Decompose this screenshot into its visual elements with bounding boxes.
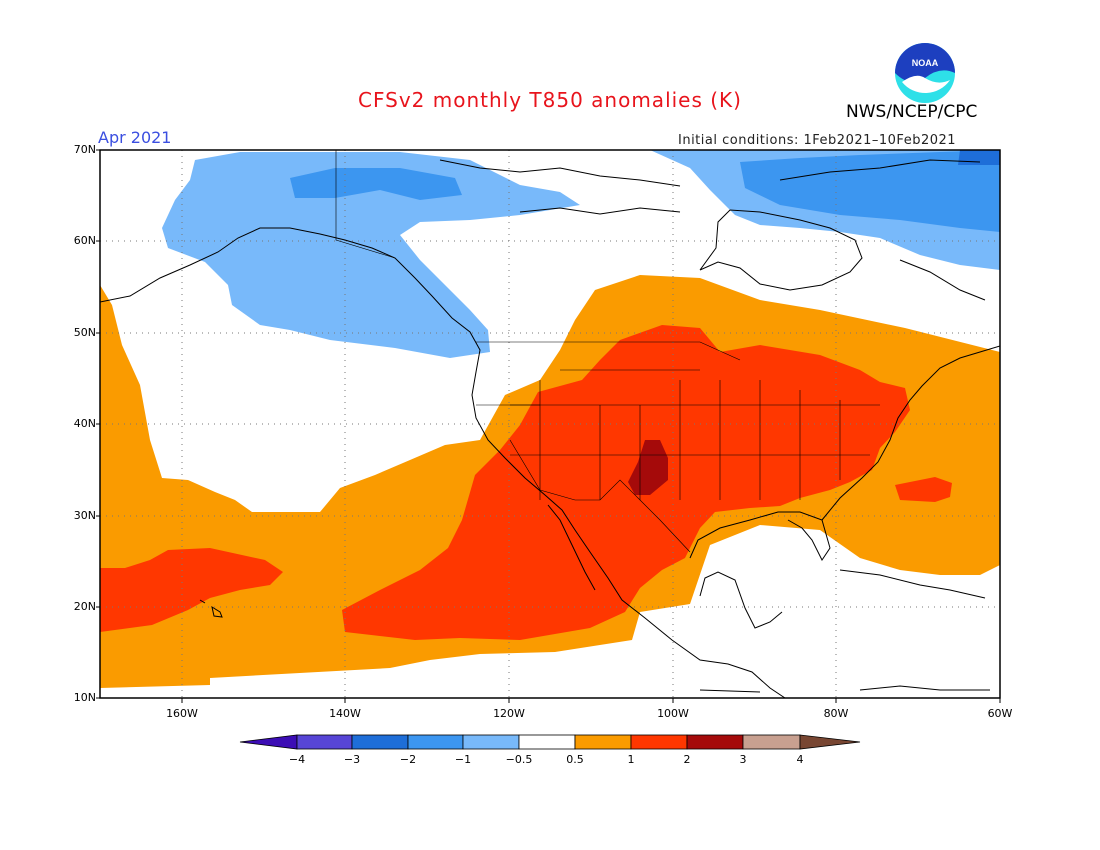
colorbar-swatch-8 <box>686 734 744 750</box>
colorbar-swatch-2 <box>351 734 409 750</box>
lat-label-20n: 20N <box>73 600 96 613</box>
anomaly-region-red-hawaii <box>100 548 283 632</box>
colorbar-swatch-above-max <box>799 734 861 750</box>
lat-label-50n: 50N <box>73 326 96 339</box>
colorbar-label-5: −0.5 <box>505 753 533 766</box>
colorbar-label-2: −3 <box>343 753 361 766</box>
noaa-logo-text: NOAA <box>912 58 939 68</box>
lon-label-100w: 100W <box>657 707 689 720</box>
colorbar-label-1: −4 <box>288 753 306 766</box>
colorbar-label-3: −2 <box>399 753 417 766</box>
colorbar-swatch-1 <box>296 734 353 750</box>
colorbar-swatch-5 <box>518 734 576 750</box>
colorbar-label-9: 3 <box>739 753 747 766</box>
colorbar-label-10: 4 <box>796 753 804 766</box>
colorbar-swatch-below-min <box>239 734 298 750</box>
lon-label-160w: 160W <box>166 707 198 720</box>
anomaly-region-darkred-plains <box>628 440 668 495</box>
colorbar-swatch-7 <box>630 734 688 750</box>
colorbar-label-8: 2 <box>683 753 691 766</box>
colorbar-label-7: 1 <box>627 753 635 766</box>
agency-label: NWS/NCEP/CPC <box>846 102 978 122</box>
map-title: CFSv2 monthly T850 anomalies (K) <box>358 88 742 112</box>
colorbar-label-4: −1 <box>454 753 472 766</box>
lon-label-140w: 140W <box>329 707 361 720</box>
colorbar-label-6: 0.5 <box>566 753 584 766</box>
colorbar <box>239 734 861 750</box>
anomaly-region-darkblue-greenland <box>958 150 1000 165</box>
initial-conditions: Initial conditions: 1Feb2021–10Feb2021 <box>678 133 956 148</box>
colorbar-swatch-3 <box>407 734 464 750</box>
anomaly-fields <box>100 150 1000 698</box>
anomaly-region-red-conus <box>342 325 910 640</box>
colorbar-swatch-6 <box>574 734 632 750</box>
graticule <box>100 150 1000 698</box>
lat-label-70n: 70N <box>73 143 96 156</box>
lon-label-80w: 80W <box>823 707 849 720</box>
initial-conditions-range: 1Feb2021–10Feb2021 <box>803 133 957 148</box>
lat-label-10n: 10N <box>73 691 96 704</box>
initial-conditions-label: Initial conditions: <box>678 133 799 148</box>
anomaly-region-red-atlantic <box>895 477 952 502</box>
lon-label-120w: 120W <box>493 707 525 720</box>
political-borders <box>335 150 880 553</box>
anomaly-region-blue-baffin <box>740 150 1000 232</box>
lat-label-60n: 60N <box>73 234 96 247</box>
axis-ticks <box>96 149 1001 703</box>
anomaly-region-lightblue-alaska <box>162 152 580 358</box>
valid-month-label: Apr 2021 <box>98 128 172 147</box>
colorbar-swatch-9 <box>742 734 801 750</box>
anomaly-region-blue-yukon <box>290 168 462 200</box>
lat-label-40n: 40N <box>73 417 96 430</box>
coastlines <box>100 159 1000 698</box>
lon-label-60w: 60W <box>987 707 1013 720</box>
lat-label-30n: 30N <box>73 509 96 522</box>
colorbar-swatch-4 <box>462 734 520 750</box>
noaa-logo: NOAA <box>895 43 955 103</box>
